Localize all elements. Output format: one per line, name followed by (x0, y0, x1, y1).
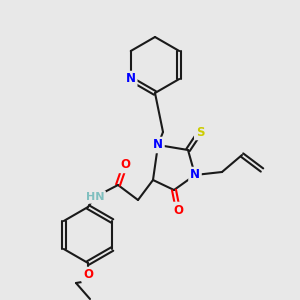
Text: N: N (126, 73, 136, 85)
Text: O: O (120, 158, 130, 172)
Text: HN: HN (86, 192, 104, 202)
Text: N: N (190, 169, 200, 182)
Text: O: O (83, 268, 93, 281)
Text: S: S (196, 125, 204, 139)
Text: N: N (153, 139, 163, 152)
Text: O: O (173, 203, 183, 217)
